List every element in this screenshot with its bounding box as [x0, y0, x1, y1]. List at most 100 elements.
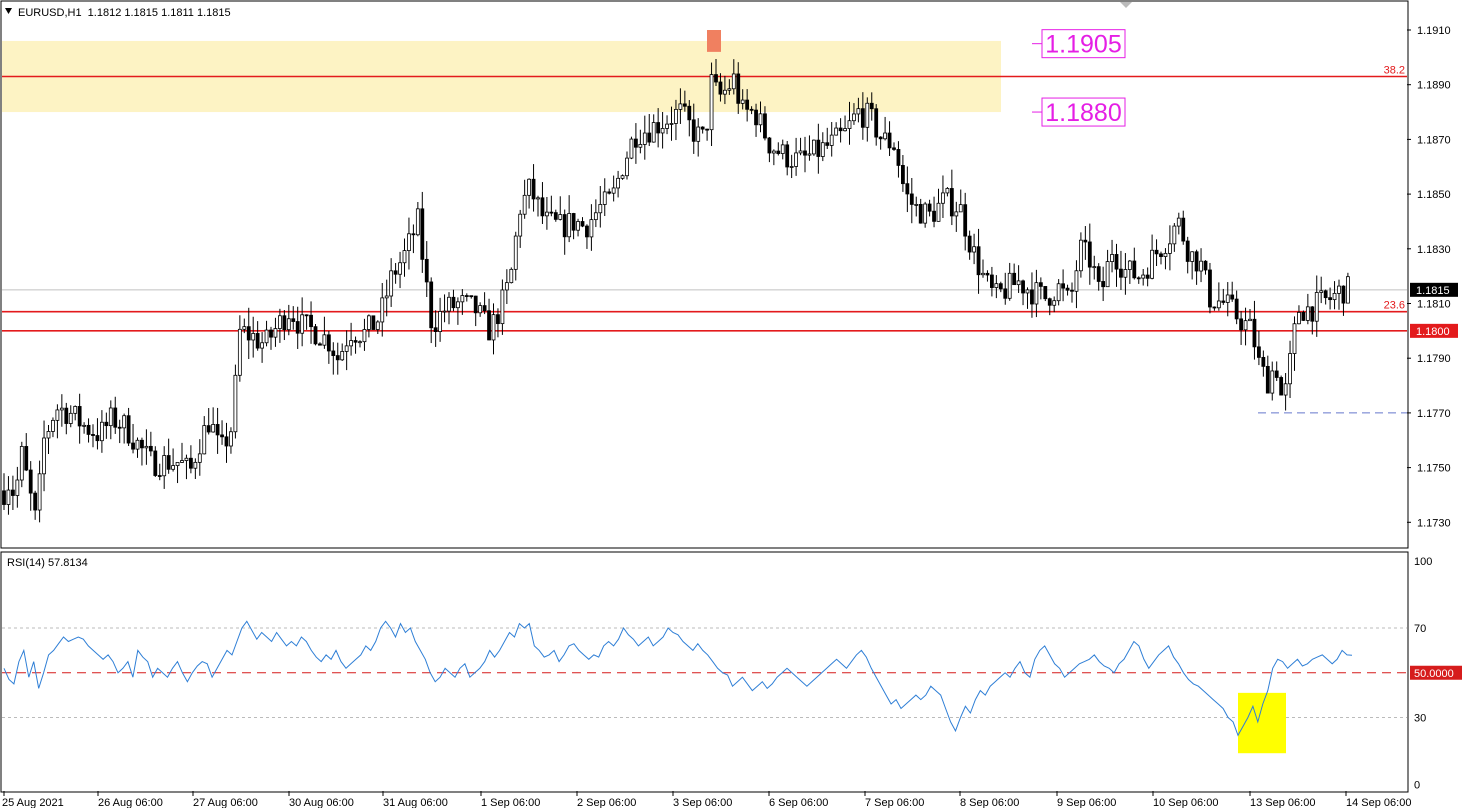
candle-body — [629, 138, 634, 159]
candle-body — [380, 297, 385, 323]
scroll-marker-icon[interactable] — [1120, 2, 1132, 8]
candle-body — [812, 139, 816, 155]
candle — [700, 126, 705, 134]
candle-body — [607, 191, 612, 194]
candle-body — [420, 208, 425, 260]
candle — [469, 295, 474, 299]
candle-body — [95, 435, 100, 442]
candle-body — [349, 340, 354, 347]
candle-body — [82, 424, 86, 427]
candle — [585, 224, 589, 249]
candle-body — [1190, 251, 1195, 262]
candle — [1021, 279, 1025, 306]
candle-body — [1061, 283, 1065, 289]
candle — [1012, 263, 1017, 286]
candle — [749, 106, 754, 115]
candle — [1185, 236, 1190, 274]
candle-body — [874, 108, 879, 138]
candle — [1070, 282, 1074, 303]
candle — [682, 90, 687, 112]
candle-body — [37, 473, 42, 511]
candle-body — [197, 453, 202, 463]
rsi-tick-label: 30 — [1414, 712, 1426, 724]
candle-body — [967, 235, 972, 253]
candle-body — [771, 150, 776, 154]
candle — [878, 136, 883, 150]
candle — [656, 108, 661, 148]
candle-body — [1168, 243, 1172, 254]
candle-body — [344, 345, 349, 352]
candle — [438, 297, 443, 342]
candle-body — [958, 204, 963, 213]
candle-body — [990, 274, 994, 288]
candle-body — [353, 340, 358, 343]
candle — [967, 230, 972, 260]
candle-body — [856, 108, 861, 115]
candle-body — [883, 132, 887, 140]
candle-body — [1323, 290, 1328, 299]
candle — [754, 103, 758, 137]
candle-body — [424, 258, 429, 283]
level-badge-label: 1.1800 — [1416, 326, 1450, 338]
candle-body — [700, 126, 705, 130]
candle-body — [504, 282, 509, 291]
candle-body — [602, 191, 607, 205]
candle — [834, 122, 839, 136]
time-tick-label: 8 Sep 06:00 — [960, 797, 1019, 808]
candle-body — [522, 194, 527, 215]
candle — [108, 400, 113, 440]
candle-body — [611, 187, 616, 194]
candle — [825, 127, 830, 149]
candle — [1265, 355, 1270, 394]
candle — [634, 123, 638, 164]
candle-body — [1105, 261, 1110, 288]
candle-body — [251, 333, 256, 341]
candle — [1203, 260, 1208, 275]
candle — [1007, 262, 1012, 301]
candle — [153, 446, 158, 477]
time-tick-label: 30 Aug 06:00 — [289, 797, 354, 808]
candle — [455, 297, 460, 325]
candle — [932, 196, 936, 228]
candle-body — [237, 328, 242, 376]
candle — [562, 209, 567, 255]
candle — [1096, 263, 1101, 291]
candle — [59, 394, 64, 427]
level-label: 38.2 — [1384, 64, 1405, 76]
candle — [1314, 275, 1319, 337]
candle — [527, 178, 531, 209]
triangle-down-icon[interactable] — [5, 8, 12, 14]
rsi-panel[interactable] — [0, 551, 1409, 793]
candle — [1221, 288, 1226, 305]
candle — [496, 308, 500, 338]
candle-body — [1310, 306, 1315, 322]
candle-body — [131, 442, 135, 450]
candle-body — [438, 311, 443, 332]
candle — [206, 408, 211, 435]
candle-body — [1092, 266, 1097, 269]
candle-body — [785, 144, 790, 168]
candle-body — [255, 333, 260, 349]
candle — [758, 101, 763, 133]
candle-body — [674, 108, 678, 124]
candle-body — [985, 272, 990, 276]
candle — [1087, 223, 1092, 285]
time-tick-label: 9 Sep 06:00 — [1057, 797, 1116, 808]
candle-body — [260, 342, 265, 349]
candle-body — [482, 305, 487, 312]
candle-body — [171, 465, 176, 470]
rsi-tick-label: 70 — [1414, 623, 1426, 635]
candle — [28, 461, 33, 511]
candle-body — [1176, 217, 1181, 227]
candle — [767, 136, 772, 163]
candle — [531, 164, 536, 212]
candle — [15, 466, 20, 508]
candle — [1270, 361, 1275, 401]
candle — [166, 438, 171, 474]
candle-body — [331, 350, 336, 356]
candle — [558, 196, 563, 221]
candle — [1225, 282, 1230, 317]
candle-body — [487, 310, 491, 341]
candle-body — [852, 113, 856, 122]
